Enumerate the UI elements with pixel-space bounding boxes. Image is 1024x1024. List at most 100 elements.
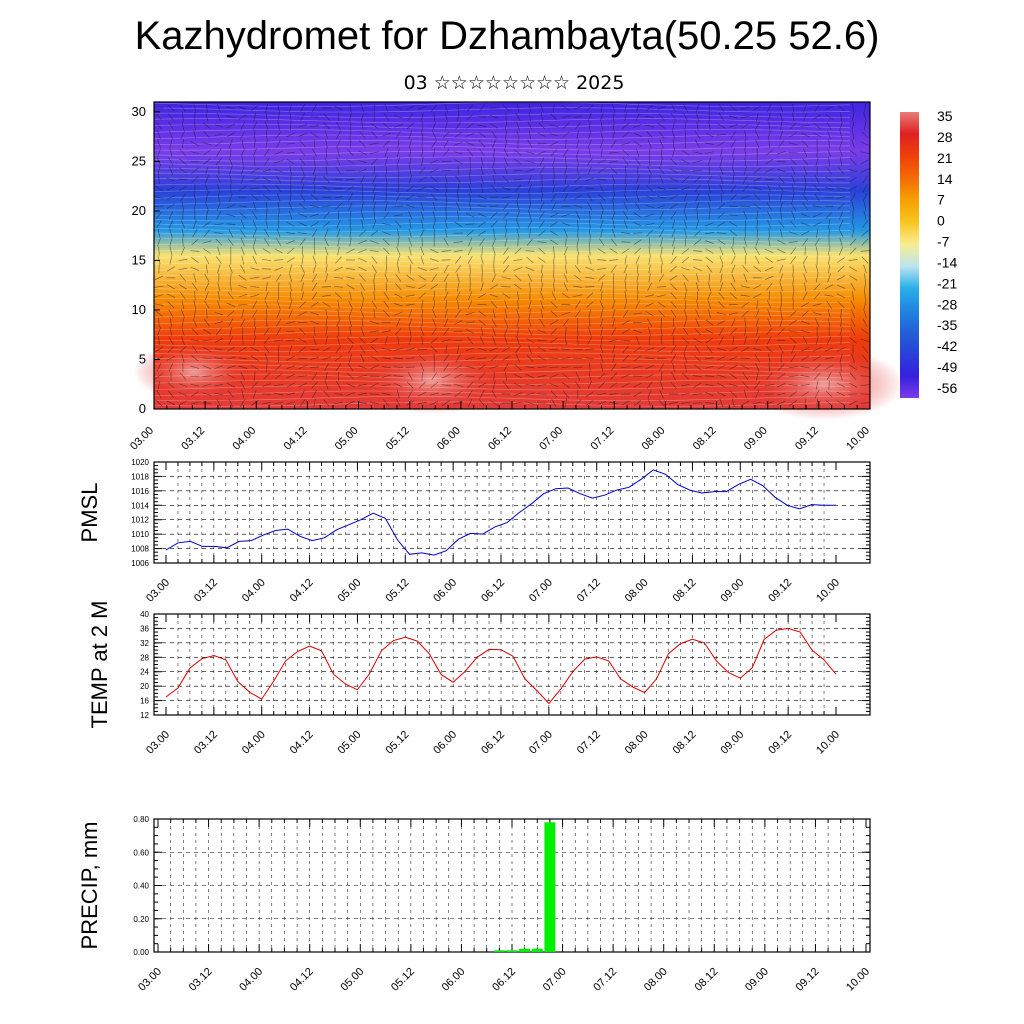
temperature-contour (153, 390, 851, 396)
temp2m-y-tick-label: 36 (140, 624, 149, 633)
temperature-contour (153, 216, 851, 222)
cross-section-x-tick-label: 08.12 (691, 425, 719, 453)
temperature-contour (153, 172, 851, 178)
temperature-contour (153, 303, 851, 309)
pmsl-panel: 1006 1008 1010 1012 1014 1016 1018 1020 03.00 03.… (77, 458, 871, 605)
temperature-contour (153, 221, 851, 227)
temperature-contour (153, 357, 851, 364)
pmsl-y-tick-label: 1012 (131, 516, 149, 525)
colorbar-label: -35 (937, 317, 957, 333)
colorbar-label: -56 (937, 380, 957, 396)
pmsl-frame (153, 461, 871, 564)
temperature-contour (153, 385, 851, 391)
temp2m-y-tick-label: 16 (140, 697, 149, 706)
cross-section-x-tick-label: 07.12 (588, 425, 616, 453)
precip-x-tick-label: 08.12 (692, 966, 720, 994)
temperature-contour (153, 227, 851, 233)
temperature-contour (153, 194, 851, 200)
temperature-contour (153, 183, 851, 189)
temperature-contour (153, 118, 851, 124)
colorbar-label: -14 (937, 254, 957, 270)
cross-section-x-tick-label: 04.12 (282, 425, 310, 453)
cross-section-x-tick-label: 09.12 (793, 425, 821, 453)
precip-bar (493, 950, 505, 952)
pmsl-y-tick-label: 1020 (131, 458, 149, 467)
temperature-contour (153, 314, 851, 320)
temperature-contour (153, 374, 851, 380)
cross-section-x-tick-label: 04.00 (230, 425, 258, 453)
temperature-contour (153, 292, 851, 298)
temperature-contour (153, 156, 851, 162)
cross-section-y-tick-label: 20 (132, 203, 146, 218)
temp2m-x-tick-label: 04.00 (240, 729, 268, 757)
temperature-contour (153, 379, 851, 385)
pmsl-y-axis-label: PMSL (77, 483, 102, 543)
precip-y-axis-label: PRECIP, mm (77, 822, 102, 950)
pmsl-x-tick-label: 07.12 (575, 577, 603, 605)
temperature-contour (153, 161, 851, 167)
pmsl-x-tick-label: 09.12 (766, 577, 794, 605)
precip-x-tick-label: 05.00 (338, 966, 366, 994)
pmsl-x-tick-label: 04.12 (288, 577, 316, 605)
pmsl-x-tick-label: 07.00 (527, 577, 555, 605)
colorbar-label: 35 (937, 108, 953, 124)
temperature-contour (153, 259, 851, 265)
precip-y-tick-label: 0.40 (133, 882, 149, 891)
cross-section-y-tick-label: 0 (139, 401, 146, 416)
temp2m-y-tick-label: 20 (140, 682, 149, 691)
temp2m-y-tick-label: 24 (140, 668, 149, 677)
temp2m-x-tick-label: 10.00 (814, 729, 842, 757)
cross-section-x-tick-label: 07.00 (537, 425, 565, 453)
temp2m-x-tick-label: 09.12 (766, 729, 794, 757)
temperature-contour (153, 319, 851, 325)
temperature-contour (153, 123, 851, 129)
temp2m-y-tick-label: 28 (140, 653, 149, 662)
precip-x-tick-label: 10.00 (844, 966, 872, 994)
precip-bar (531, 948, 543, 952)
temp2m-x-tick-label: 08.00 (623, 729, 651, 757)
pmsl-x-tick-label: 08.00 (623, 577, 651, 605)
precip-x-tick-label: 09.00 (743, 966, 771, 994)
colorbar-label: -28 (937, 296, 957, 312)
cross-section-x-tick-label: 06.12 (486, 425, 514, 453)
pmsl-y-tick-label: 1018 (131, 472, 149, 481)
cross-section-x-tick-label: 05.00 (333, 425, 361, 453)
precip-y-tick-label: 0.20 (133, 915, 149, 924)
temp2m-x-tick-label: 05.12 (383, 729, 411, 757)
temperature-contour (153, 265, 851, 271)
temperature-contour (153, 129, 851, 135)
temperature-contour (153, 232, 851, 238)
temperature-contour (153, 238, 850, 244)
temperature-contour (153, 107, 851, 113)
temperature-contour (153, 145, 850, 151)
pmsl-y-tick-label: 1014 (131, 501, 149, 510)
temp2m-series-line (165, 627, 837, 705)
temperature-contour (153, 167, 851, 173)
precip-x-tick-label: 09.12 (794, 966, 822, 994)
temp2m-y-axis-label: TEMP at 2 M (87, 601, 112, 729)
colorbar-label: 7 (937, 192, 945, 208)
temperature-contour (153, 270, 851, 276)
temperature-contour (153, 330, 851, 336)
pmsl-x-tick-label: 05.12 (383, 577, 411, 605)
pmsl-y-tick-label: 1006 (131, 559, 149, 568)
pmsl-series-line (165, 469, 836, 556)
precip-x-tick-label: 05.12 (389, 966, 417, 994)
colorbar-label: -42 (937, 338, 957, 354)
temp2m-x-tick-label: 03.12 (192, 729, 220, 757)
precip-x-tick-label: 07.12 (591, 966, 619, 994)
cross-section-field (154, 102, 870, 409)
pmsl-y-tick-label: 1008 (131, 545, 149, 554)
temperature-contour (153, 336, 851, 342)
temperature-contour (153, 287, 851, 293)
chart-title: Kazhydromet for Dzhambayta(50.25 52.6) (134, 14, 880, 58)
temperature-contour (153, 281, 851, 287)
colorbar-label: -49 (937, 359, 957, 375)
colorbar-label: 0 (937, 213, 945, 229)
temperature-contour (153, 401, 851, 407)
precip-panel: 0.00 0.20 0.40 0.60 0.80 03.00 03.12 04.00 04.12… (77, 815, 872, 994)
temperature-contour (153, 298, 851, 303)
temp2m-x-tick-label: 09.00 (718, 729, 746, 757)
temp2m-x-tick-label: 08.12 (671, 729, 699, 757)
